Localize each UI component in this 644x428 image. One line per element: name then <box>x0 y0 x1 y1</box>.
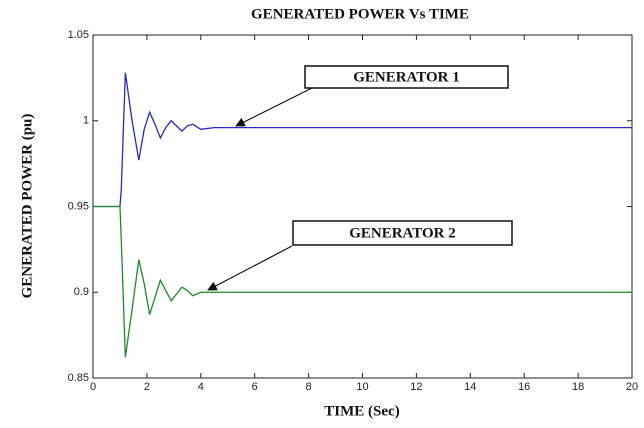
x-tick-label: 8 <box>306 381 312 393</box>
x-tick-label: 10 <box>356 381 368 393</box>
x-tick-label: 6 <box>252 381 258 393</box>
x-axis-label: TIME (Sec) <box>324 403 399 419</box>
x-tick-label: 12 <box>410 381 422 393</box>
y-tick-label: 0.85 <box>68 372 89 384</box>
y-tick-label: 0.95 <box>68 200 89 212</box>
y-axis-label: GENERATED POWER (pu) <box>19 114 35 299</box>
x-tick-label: 18 <box>572 381 584 393</box>
series-label: GENERATOR 2 <box>349 225 456 241</box>
annotation-arrow <box>235 87 313 127</box>
series-line <box>93 72 632 208</box>
y-tick-label: 1 <box>83 115 89 127</box>
x-tick-label: 20 <box>626 381 638 393</box>
x-tick-label: 16 <box>518 381 530 393</box>
x-tick-label: 0 <box>90 381 96 393</box>
annotation-arrow <box>207 245 293 291</box>
series-line <box>93 205 632 358</box>
y-tick-label: 0.9 <box>74 286 89 298</box>
label-box <box>304 65 509 89</box>
label-box <box>292 220 513 246</box>
y-tick-label: 1.05 <box>68 29 89 41</box>
chart-title: GENERATED POWER Vs TIME <box>251 6 469 22</box>
x-tick-label: 2 <box>144 381 150 393</box>
x-tick-label: 4 <box>198 381 204 393</box>
x-tick-label: 14 <box>464 381 476 393</box>
series-label: GENERATOR 1 <box>353 69 460 85</box>
